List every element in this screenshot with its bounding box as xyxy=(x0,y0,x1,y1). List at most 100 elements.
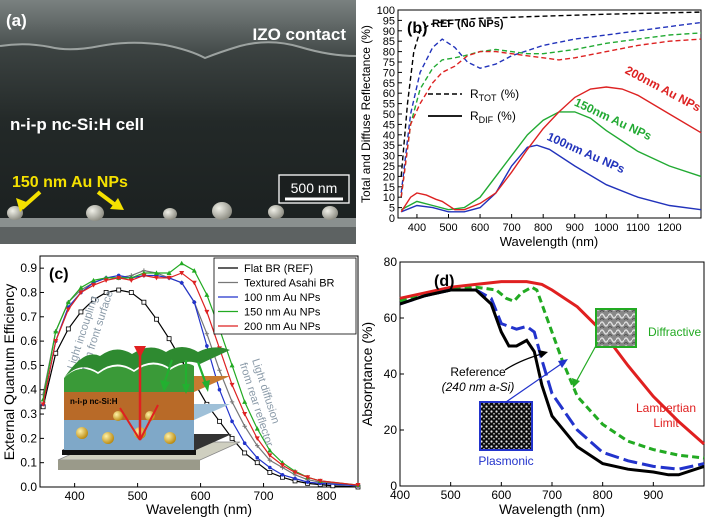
point-flat-br-ref- xyxy=(229,435,235,441)
point-200-nm-au-nps xyxy=(317,478,323,484)
panel-b-chart: 400 500 600 700 800 900 1000 1100 1200 0510152025… xyxy=(359,5,703,249)
point-100-nm-au-nps xyxy=(280,473,285,477)
point-200-nm-au-nps xyxy=(179,271,185,276)
panel-c-xlabel: Wavelength (nm) xyxy=(146,501,252,517)
panel-b-xlabel: Wavelength (nm) xyxy=(500,234,599,249)
y-tick-label: 0.7 xyxy=(20,310,37,324)
panel-b-label: (b) xyxy=(407,20,427,37)
point-200-nm-au-nps xyxy=(53,339,59,344)
legend-label: Flat BR (REF) xyxy=(244,263,313,275)
y-tick-label: 70 xyxy=(383,67,395,79)
x-tick-label: 600 xyxy=(191,489,211,503)
point-200-nm-au-nps xyxy=(91,283,97,288)
point-150-nm-au-nps xyxy=(179,260,185,266)
y-tick-label: 75 xyxy=(383,57,395,69)
point-flat-br-ref- xyxy=(91,297,96,303)
point-100-nm-au-nps xyxy=(192,300,197,305)
panel-b-ylabel: Total and Diffuse Reflectance (%) xyxy=(359,25,373,203)
x-tick-label: 500 xyxy=(439,222,457,234)
point-100-nm-au-nps xyxy=(205,344,209,348)
panel-d-chart: 400 500 600 700 800 900 0 20 40 60 80 (d) Referenc… xyxy=(359,255,705,517)
cell-label: n-i-p nc-Si:H cell xyxy=(10,115,144,134)
diffractive-pointer xyxy=(575,341,599,383)
series-150nm-au-nps-total xyxy=(400,32,702,198)
panel-d-frame xyxy=(399,261,705,487)
point-100-nm-au-nps xyxy=(179,280,184,285)
point-150-nm-au-nps xyxy=(91,277,97,283)
panel-b-frame xyxy=(397,9,702,219)
series-100nm-au-nps-total xyxy=(400,21,702,194)
point-textured-asahi-br xyxy=(255,443,260,448)
point-200-nm-au-nps xyxy=(116,275,122,281)
point-100-nm-au-nps xyxy=(242,441,247,446)
y-tick-label: 15 xyxy=(383,182,395,194)
diffractive-inset xyxy=(595,308,637,348)
plasmonic-pointer xyxy=(505,361,565,403)
arrow-right-head xyxy=(110,198,124,210)
legend-label: Textured Asahi BR xyxy=(244,278,335,290)
point-100-nm-au-nps xyxy=(255,456,260,460)
reference-sub-annotation: (240 nm a-Si) xyxy=(442,380,515,394)
reference-annotation: Reference xyxy=(450,365,506,379)
y-tick-label: 0.5 xyxy=(20,358,37,372)
x-tick-label: 800 xyxy=(593,488,613,502)
point-200-nm-au-nps xyxy=(40,402,46,407)
legend-rtot-label: RTOT (%) xyxy=(470,87,519,103)
y-tick-label: 60 xyxy=(383,88,395,100)
panel-c-ylabel: External Quantum Efficiency xyxy=(1,284,17,460)
point-textured-asahi-br xyxy=(204,331,210,337)
x-tick-label: 800 xyxy=(534,222,552,234)
panel-c-chart: 400 500 600 700 800 0.0 0.1 0.2 0.3 0.4 0.5 0.6 0.7 0… xyxy=(1,255,361,517)
plasmonic-inset xyxy=(479,401,533,451)
point-100-nm-au-nps xyxy=(217,387,222,392)
point-200-nm-au-nps xyxy=(78,290,84,295)
y-tick-label: 0.9 xyxy=(20,261,37,275)
y-tick-label: 100 xyxy=(377,5,395,17)
point-200-nm-au-nps xyxy=(141,273,147,278)
point-flat-br-ref- xyxy=(53,350,59,356)
x-tick-label: 900 xyxy=(566,222,584,234)
point-100-nm-au-nps xyxy=(268,465,272,470)
izo-contact-label: IZO contact xyxy=(252,25,346,44)
panel-a-label: (a) xyxy=(6,11,27,30)
point-200-nm-au-nps xyxy=(292,470,298,475)
series-200nm-au-nps-total xyxy=(400,38,702,198)
limit-annotation: Limit xyxy=(653,416,679,430)
y-tick-label: 0 xyxy=(389,213,395,225)
point-200-nm-au-nps xyxy=(128,278,134,283)
y-tick-label: 50 xyxy=(383,109,395,121)
diffractive-annotation: Diffractive xyxy=(648,325,701,339)
point-200-nm-au-nps xyxy=(103,278,109,283)
y-tick-label: 95 xyxy=(383,15,395,27)
point-flat-br-ref- xyxy=(78,309,84,315)
y-tick-label: 25 xyxy=(383,161,395,173)
y-tick-label: 40 xyxy=(383,130,395,142)
series-lambertian-limit xyxy=(399,280,705,446)
point-150-nm-au-nps xyxy=(242,399,248,404)
y-tick-label: 0 xyxy=(390,479,397,493)
legend-label: 150 nm Au NPs xyxy=(244,307,321,319)
point-flat-br-ref- xyxy=(217,418,222,424)
point-textured-asahi-br xyxy=(217,368,222,373)
x-tick-label: 400 xyxy=(408,222,426,234)
series-200-nm-au-nps xyxy=(42,272,359,486)
x-tick-label: 700 xyxy=(502,222,520,234)
panel-d-ylabel: Absorptance (%) xyxy=(359,322,375,426)
x-tick-label: 900 xyxy=(643,488,663,502)
reference-pointer-head xyxy=(538,350,548,358)
y-tick-label: 80 xyxy=(384,255,398,269)
x-tick-label: 1100 xyxy=(626,222,650,234)
panel-a-sem-image: (a) IZO contact n-i-p nc-Si:H cell 150 n… xyxy=(0,0,357,244)
point-flat-br-ref- xyxy=(141,299,147,305)
point-200-nm-au-nps xyxy=(65,307,71,312)
point-150-nm-au-nps xyxy=(191,268,197,273)
x-tick-label: 500 xyxy=(441,488,461,502)
y-tick-label: 55 xyxy=(383,99,395,111)
device-schematic: n-i-p nc-Si:H xyxy=(57,346,241,470)
x-tick-label: 500 xyxy=(128,489,148,503)
point-150-nm-au-nps xyxy=(166,270,172,276)
y-tick-label: 35 xyxy=(383,140,395,152)
y-tick-label: 20 xyxy=(384,423,398,437)
point-200-nm-au-nps xyxy=(254,436,260,441)
